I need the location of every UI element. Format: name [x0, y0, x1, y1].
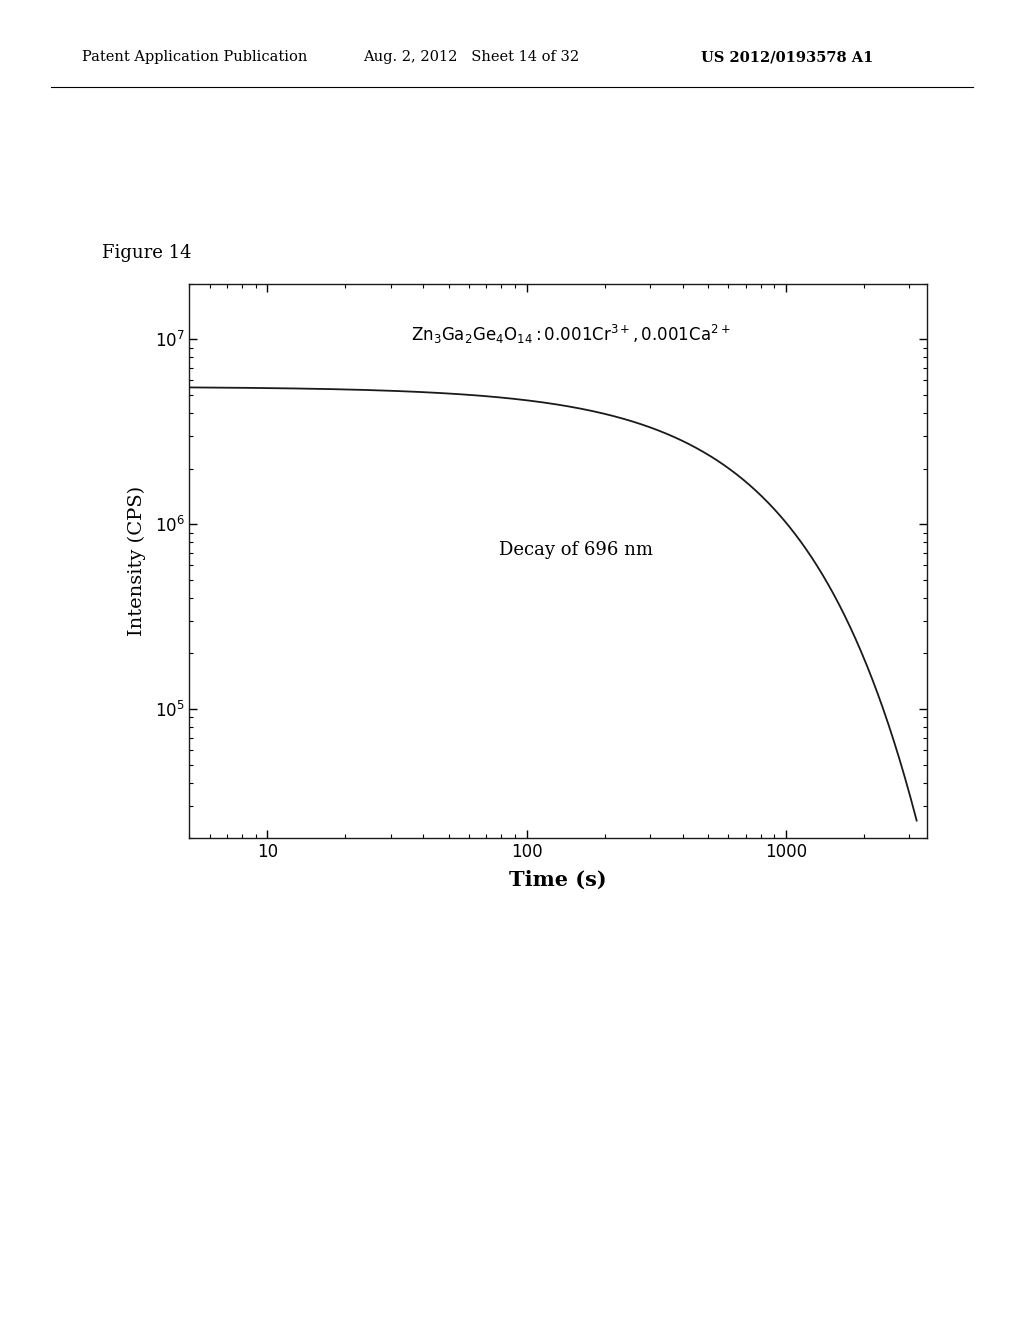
Text: Decay of 696 nm: Decay of 696 nm: [499, 541, 653, 558]
X-axis label: Time (s): Time (s): [509, 870, 607, 890]
Text: $\mathrm{Zn_3Ga_2Ge_4O_{14}{:}0.001Cr^{3+},0.001Ca^{2+}}$: $\mathrm{Zn_3Ga_2Ge_4O_{14}{:}0.001Cr^{3…: [411, 322, 730, 346]
Text: Figure 14: Figure 14: [102, 244, 191, 263]
Text: US 2012/0193578 A1: US 2012/0193578 A1: [701, 50, 873, 65]
Y-axis label: Intensity (CPS): Intensity (CPS): [128, 486, 146, 636]
Text: Patent Application Publication: Patent Application Publication: [82, 50, 307, 65]
Text: Aug. 2, 2012   Sheet 14 of 32: Aug. 2, 2012 Sheet 14 of 32: [364, 50, 580, 65]
